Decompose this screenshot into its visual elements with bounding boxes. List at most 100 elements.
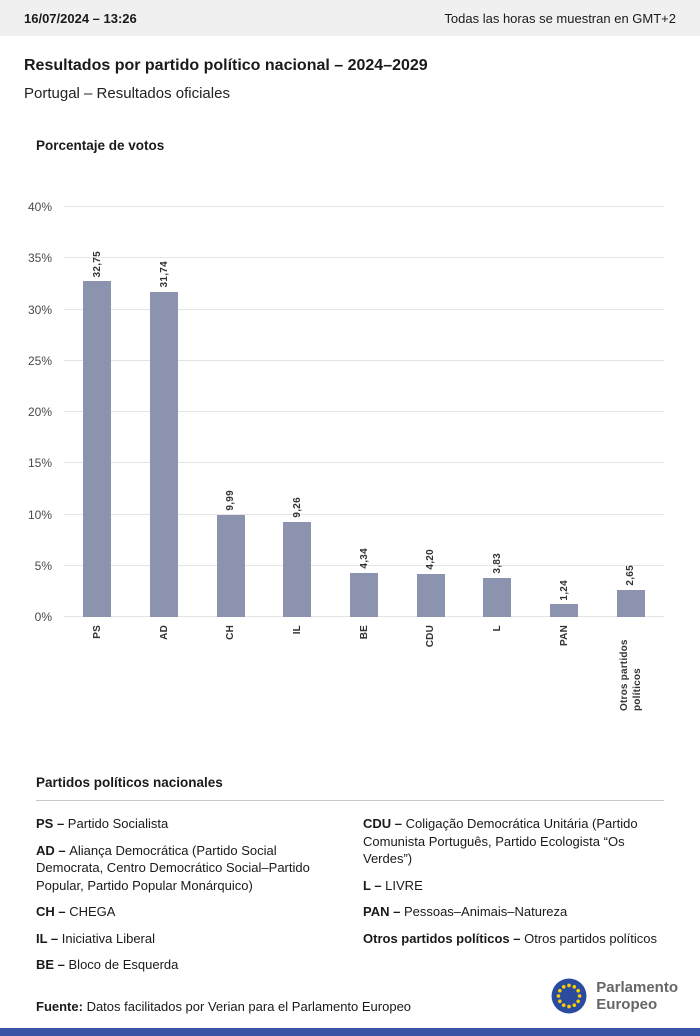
- bar-value-label: 1,24: [558, 579, 570, 601]
- bar: [83, 281, 112, 617]
- bar: [616, 589, 645, 617]
- party-name: Pessoas–Animais–Natureza: [403, 904, 568, 920]
- x-tick-cell: CDU: [397, 617, 464, 713]
- header-datetime: 16/07/2024 – 13:26: [24, 10, 137, 26]
- bottom-accent-bar: [0, 1028, 700, 1036]
- eu-flag-icon: [551, 978, 587, 1014]
- party-abbr: L –: [363, 877, 386, 893]
- gridline: [64, 206, 664, 207]
- x-axis-tick-label: Otros partidos políticos: [618, 639, 643, 711]
- x-tick-cell: IL: [264, 617, 331, 713]
- party-abbr: IL –: [36, 930, 62, 946]
- party-abbr: BE –: [36, 957, 69, 973]
- legend-item: CH – CHEGA: [36, 903, 337, 921]
- logo-wordmark: Parlamento Europeo: [596, 979, 678, 1014]
- party-name: Aliança Democrática (Partido Social Demo…: [36, 842, 310, 893]
- bar-column: 9,99: [197, 207, 264, 617]
- bar-value-label: 32,75: [91, 250, 103, 278]
- x-axis-tick-label: CDU: [425, 625, 437, 648]
- legend-item: AD – Aliança Democrática (Partido Social…: [36, 842, 337, 895]
- bar-value-label: 3,83: [491, 553, 503, 574]
- logo-line2: Europeo: [596, 996, 658, 1013]
- legend-item: L – LIVRE: [363, 877, 664, 895]
- party-name: Bloco de Esquerda: [68, 957, 179, 973]
- bar-column: 31,74: [131, 207, 198, 617]
- x-tick-cell: CH: [197, 617, 264, 713]
- party-abbr: AD –: [36, 842, 70, 858]
- x-tick-cell: Otros partidos políticos: [597, 617, 664, 713]
- party-abbr: PS –: [36, 816, 68, 831]
- party-legend: Partidos políticos nacionales PS – Parti…: [0, 775, 700, 983]
- y-axis-tick-label: 10%: [27, 507, 52, 522]
- legend-divider: [36, 800, 664, 801]
- party-abbr: CH –: [36, 904, 70, 920]
- x-axis-tick-label: BE: [358, 625, 370, 640]
- x-axis-tick-label: PS: [91, 625, 103, 639]
- y-axis-tick-label: 25%: [27, 353, 52, 368]
- plot-area: 32,75 31,74 9,99 9,26 4,34 4,20 3,83 1,24 2,65 0…: [28, 200, 664, 624]
- legend-grid: PS – Partido Socialista AD – Aliança Demo…: [36, 815, 664, 983]
- bar: [216, 514, 245, 617]
- page-subtitle: Portugal – Resultados oficiales: [24, 85, 230, 102]
- gridline: [64, 308, 664, 310]
- footer: Fuente: Datos facilitados por Verian par…: [36, 978, 678, 1014]
- bar-column: 4,20: [397, 207, 464, 617]
- legend-item: IL – Iniciativa Liberal: [36, 930, 337, 948]
- gridline: [64, 564, 664, 566]
- bar: [350, 572, 379, 617]
- bar-value-label: 4,34: [358, 547, 370, 569]
- party-name: Otros partidos políticos: [524, 930, 658, 946]
- source-label: Fuente:: [36, 999, 83, 1014]
- party-name: Iniciativa Liberal: [61, 930, 155, 946]
- bar-value-label: 4,20: [425, 549, 437, 570]
- party-abbr: CDU –: [363, 816, 406, 831]
- bar-value-label: 2,65: [625, 565, 637, 586]
- gridline: [64, 257, 664, 259]
- legend-item: Otros partidos políticos – Otros partido…: [363, 930, 664, 948]
- source-text: Datos facilitados por Verian para el Par…: [82, 999, 412, 1014]
- party-abbr: PAN –: [363, 904, 404, 920]
- y-axis-tick-label: 30%: [27, 302, 52, 317]
- y-axis-tick-label: 5%: [34, 558, 52, 573]
- party-name: LIVRE: [385, 877, 423, 893]
- gridline: [64, 411, 664, 412]
- party-abbr: Otros partidos políticos –: [363, 930, 525, 946]
- x-axis-tick-label: AD: [158, 625, 170, 640]
- x-axis-tick-label: L: [491, 625, 503, 632]
- y-axis-tick-label: 35%: [27, 251, 52, 266]
- bar-value-label: 9,26: [291, 497, 303, 519]
- legend-item: CDU – Coligação Democrática Unitária (Pa…: [363, 815, 664, 868]
- y-axis-tick-label: 15%: [27, 456, 52, 471]
- page-title: Resultados por partido político nacional…: [24, 57, 428, 74]
- bar: [283, 522, 312, 617]
- gridline: [64, 513, 664, 515]
- legend-item: BE – Bloco de Esquerda: [36, 956, 337, 974]
- chart-title: Porcentaje de votos: [36, 138, 165, 153]
- gridline: [64, 359, 664, 361]
- source-note: Fuente: Datos facilitados por Verian par…: [36, 999, 411, 1014]
- header-timezone-note: Todas las horas se muestran en GMT+2: [444, 10, 676, 26]
- legend-col-left: PS – Partido Socialista AD – Aliança Demo…: [36, 815, 337, 983]
- party-name: Coligação Democrática Unitária (Partido …: [363, 816, 638, 867]
- bar-column: 9,26: [264, 207, 331, 617]
- bar: [150, 291, 178, 617]
- bar-chart: 32,75 31,74 9,99 9,26 4,34 4,20 3,83 1,24 2,65 0…: [0, 200, 700, 713]
- bar-column: 4,34: [331, 207, 398, 617]
- header-bar: 16/07/2024 – 13:26 Todas las horas se mu…: [0, 0, 700, 36]
- legend-item: PAN – Pessoas–Animais–Natureza: [363, 903, 664, 921]
- bar: [483, 577, 512, 617]
- bar-column: 2,65: [597, 207, 664, 617]
- bars-row: 32,75 31,74 9,99 9,26 4,34 4,20 3,83 1,24 2,65: [64, 207, 664, 617]
- bar: [550, 604, 579, 617]
- x-axis-tick-label: PAN: [558, 625, 570, 646]
- x-tick-cell: PAN: [531, 617, 598, 713]
- party-name: Partido Socialista: [67, 816, 169, 831]
- bar-value-label: 31,74: [158, 261, 170, 288]
- title-block: Resultados por partido político nacional…: [0, 36, 700, 102]
- y-axis-tick-label: 40%: [27, 200, 52, 214]
- x-tick-cell: BE: [331, 617, 398, 713]
- gridline: [64, 462, 664, 464]
- logo-line1: Parlamento: [596, 978, 678, 996]
- x-tick-cell: L: [464, 617, 531, 713]
- y-axis-tick-label: 0%: [34, 610, 52, 624]
